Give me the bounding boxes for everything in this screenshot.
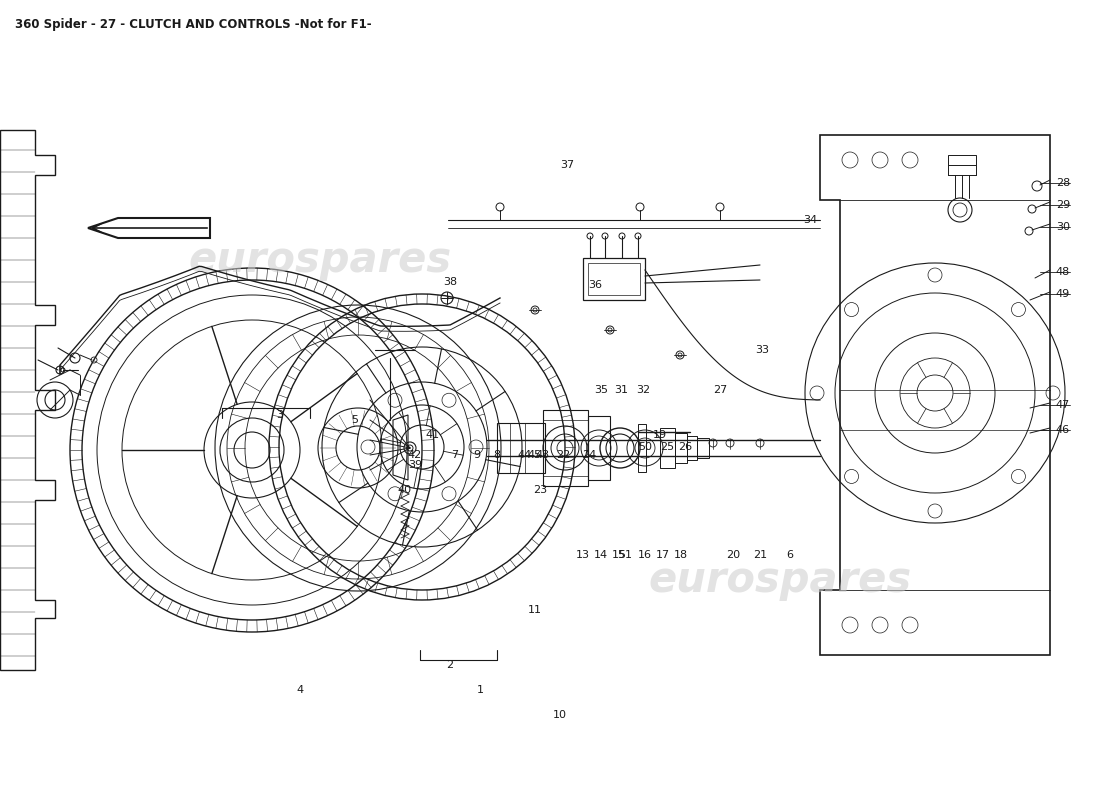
Text: 34: 34 [803,215,817,225]
Bar [638,424,646,472]
Text: 41: 41 [426,430,440,440]
Text: 4: 4 [296,685,304,695]
Text: 10: 10 [553,710,566,720]
Text: 25: 25 [660,442,674,452]
Text: 29: 29 [1056,200,1070,210]
Text: 24: 24 [582,450,596,460]
Text: 19: 19 [653,430,667,440]
Text: 37: 37 [560,160,574,170]
Text: 48: 48 [1056,267,1070,277]
Text: 45: 45 [527,450,541,460]
Text: 17: 17 [656,550,670,560]
Text: 5: 5 [352,415,359,425]
Text: 8: 8 [494,450,501,460]
Bar [583,258,645,300]
Text: 16: 16 [638,550,652,560]
Text: 32: 32 [636,385,650,395]
Text: 30: 30 [1056,222,1070,232]
Text: 11: 11 [528,605,542,615]
Text: 31: 31 [614,385,628,395]
Text: 42: 42 [408,450,422,460]
Text: 33: 33 [755,345,769,355]
Text: 44: 44 [518,450,532,460]
Text: 2: 2 [447,660,453,670]
Text: 50: 50 [638,442,652,452]
Text: 28: 28 [1056,178,1070,188]
Text: 27: 27 [713,385,727,395]
Text: 7: 7 [451,450,459,460]
Text: 35: 35 [594,385,608,395]
Text: 39: 39 [408,460,422,470]
Text: 9: 9 [473,450,481,460]
Text: 13: 13 [576,550,590,560]
Text: 49: 49 [1056,289,1070,299]
Text: 40: 40 [398,485,412,495]
Text: 26: 26 [678,442,692,452]
Text: 51: 51 [618,550,632,560]
Text: 38: 38 [443,277,458,287]
Text: 15: 15 [612,550,626,560]
Text: 6: 6 [786,550,793,560]
Text: 22: 22 [556,450,570,460]
Text: eurospares: eurospares [648,559,912,601]
Text: 36: 36 [588,280,602,290]
Bar [675,433,688,463]
Text: 21: 21 [752,550,767,560]
Bar [588,263,640,295]
Text: 360 Spider - 27 - CLUTCH AND CONTROLS -Not for F1-: 360 Spider - 27 - CLUTCH AND CONTROLS -N… [15,18,372,31]
Text: 46: 46 [1056,425,1070,435]
Text: 1: 1 [476,685,484,695]
Text: 23: 23 [532,485,547,495]
Bar [697,438,710,458]
Bar [588,416,610,480]
Bar [497,423,544,473]
Bar [543,410,588,486]
Text: 14: 14 [594,550,608,560]
Text: 18: 18 [674,550,689,560]
Text: 47: 47 [1056,400,1070,410]
Bar [948,155,976,165]
Text: 20: 20 [726,550,740,560]
Text: 43: 43 [536,450,550,460]
Text: 3: 3 [276,410,284,420]
Text: eurospares: eurospares [188,239,452,281]
Bar [660,428,675,468]
Bar [688,436,697,460]
Bar [543,420,588,476]
